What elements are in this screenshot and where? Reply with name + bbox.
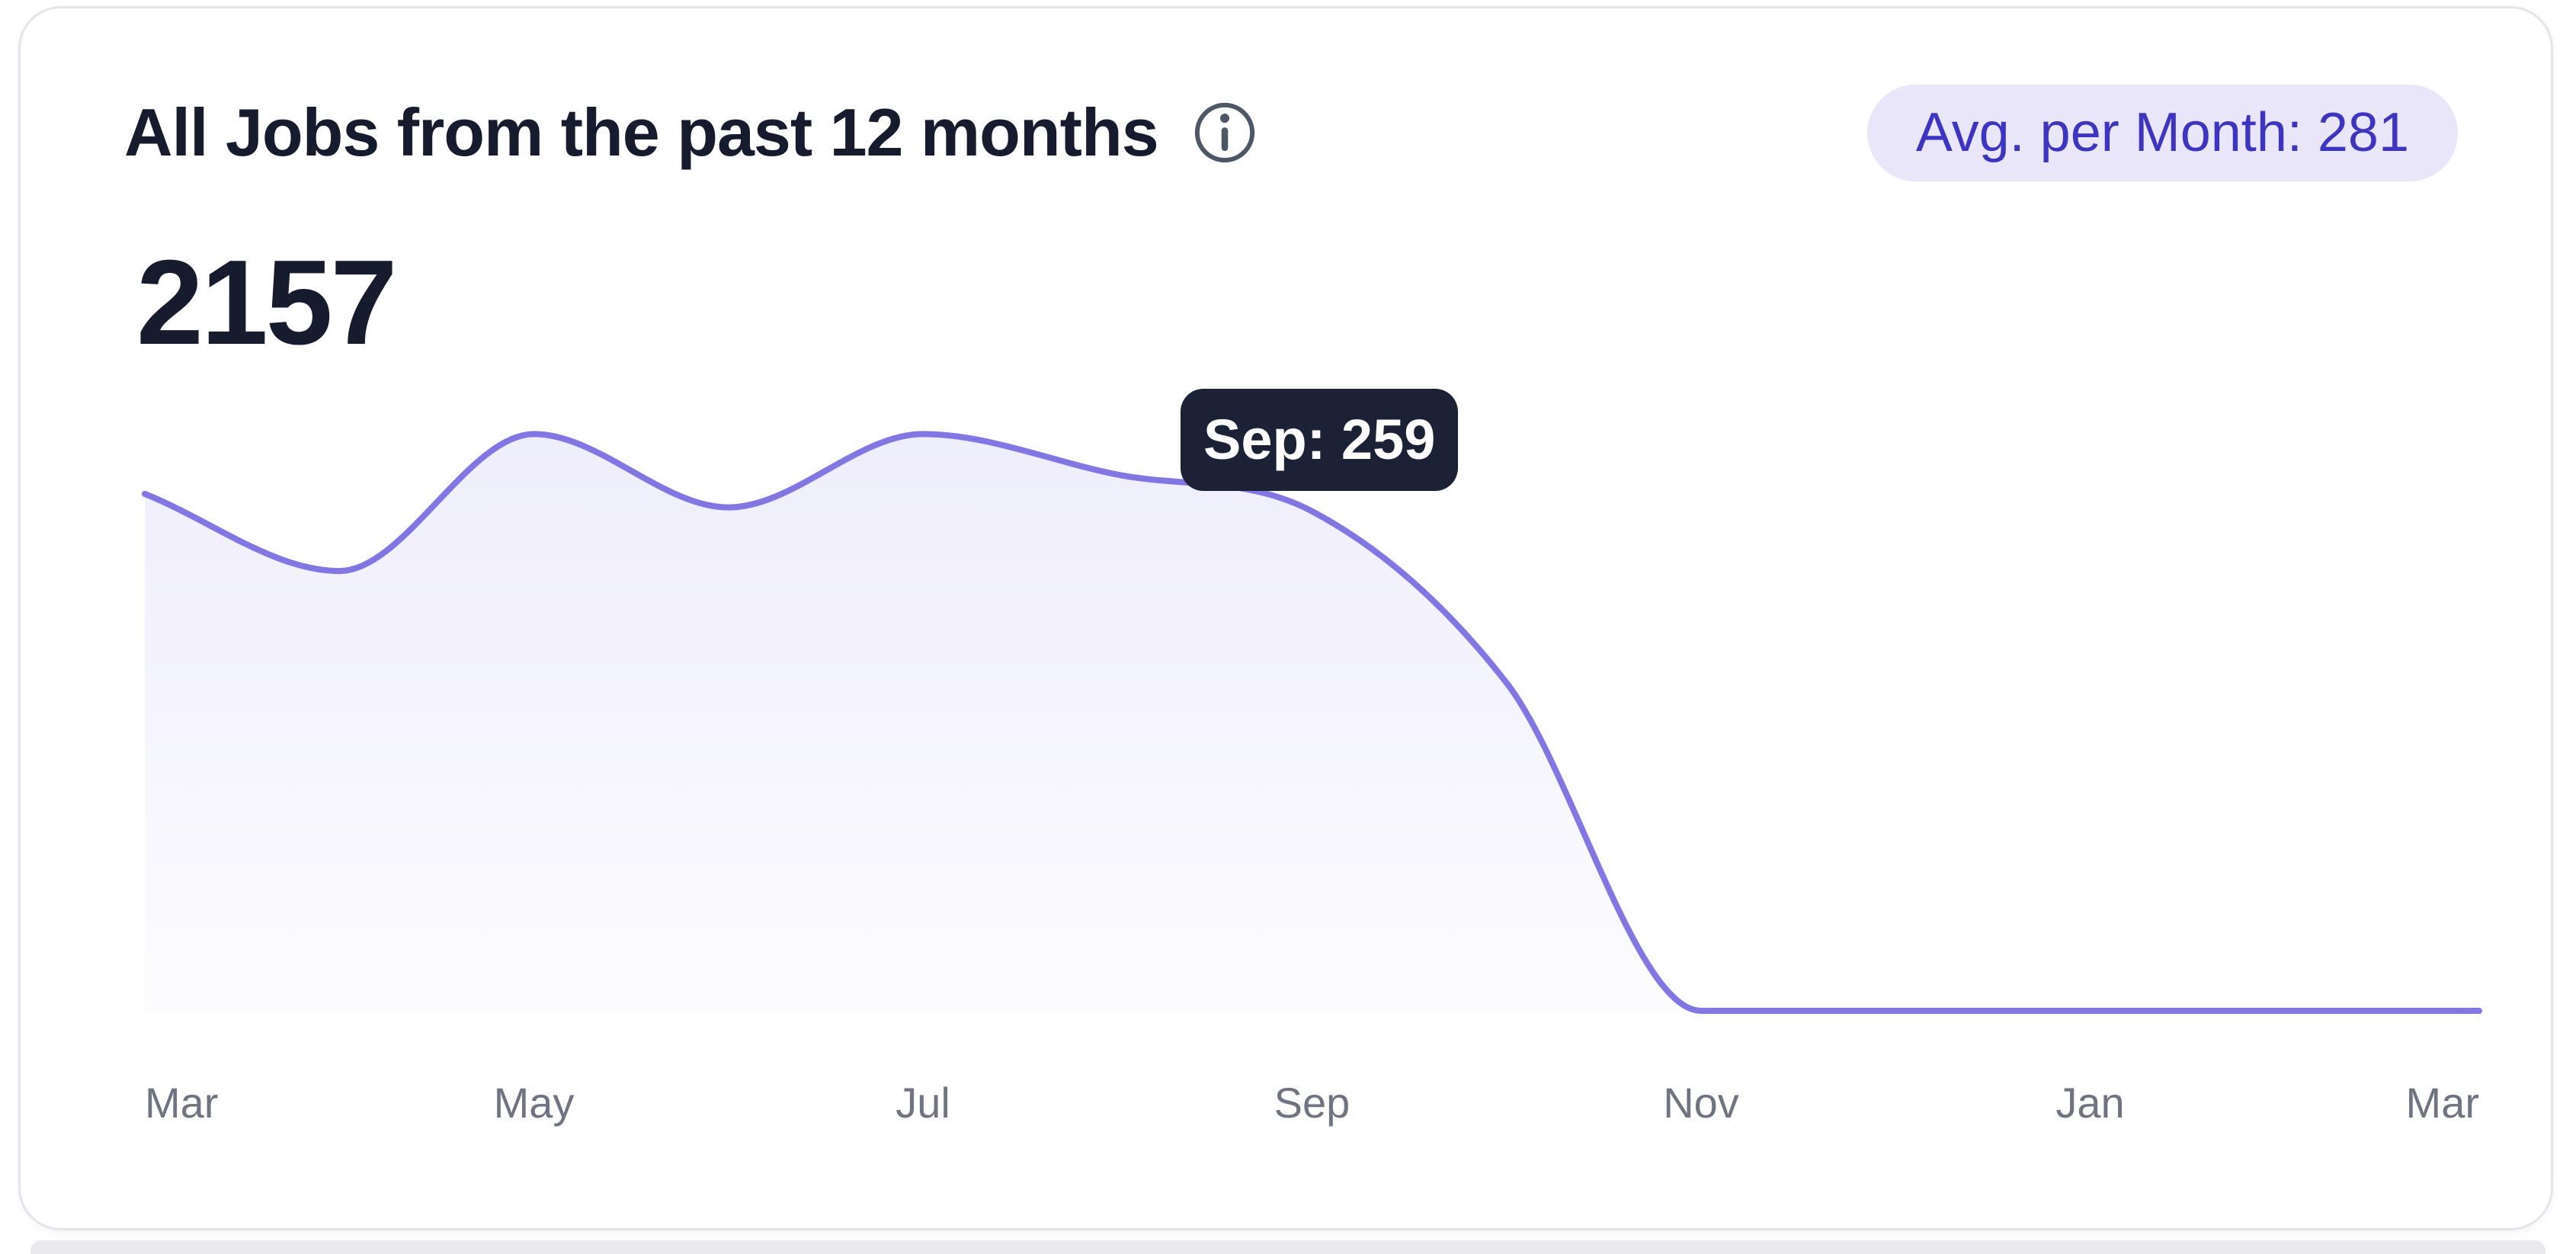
x-axis-tick-label: Mar [2406,1079,2479,1127]
info-icon[interactable] [1192,100,1258,165]
next-section-edge [30,1240,2546,1254]
x-axis-tick-label: Jan [2055,1079,2124,1127]
total-jobs-value: 2157 [136,236,397,370]
chart-area-fill [145,434,2479,1011]
card-header: All Jobs from the past 12 months Avg. pe… [124,81,2458,184]
x-axis-tick-label: Jul [896,1079,950,1127]
x-axis-tick-label: May [494,1079,575,1127]
x-axis-tick-label: Sep [1274,1079,1350,1127]
chart-tooltip: Sep: 259 [1181,389,1459,491]
jobs-chart-card: All Jobs from the past 12 months Avg. pe… [18,6,2553,1230]
title-row: All Jobs from the past 12 months [124,94,1258,172]
jobs-area-chart[interactable]: Mar May Jul Sep Nov Jan Mar [112,374,2505,1167]
x-axis-tick-label: Mar [145,1079,218,1127]
x-axis-tick-label: Nov [1663,1079,1739,1127]
chart-line [142,431,2482,1014]
avg-per-month-badge: Avg. per Month: 281 [1866,84,2458,181]
chart-title: All Jobs from the past 12 months [124,95,1159,170]
